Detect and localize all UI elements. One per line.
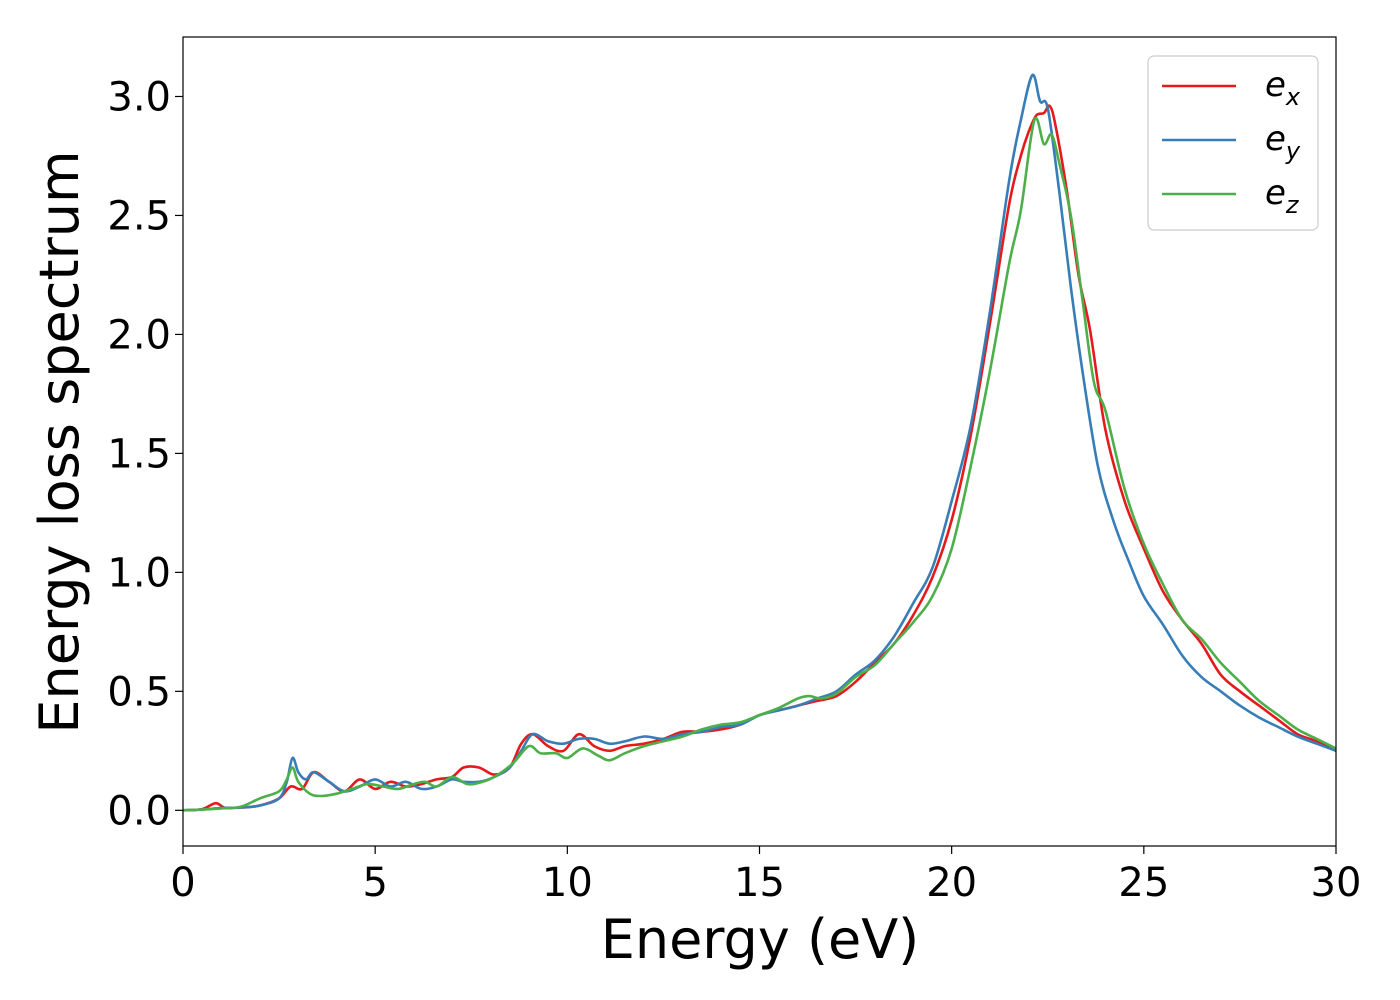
x-tick-label: 30 [1311,860,1362,906]
x-axis-ticks: 0 5 10 15 20 25 30 [170,846,1361,906]
legend-label-base: e [1265,65,1286,105]
x-axis-title: Energy (eV) [601,908,920,971]
x-tick-label: 15 [734,860,785,906]
legend-label-z: ez [1265,173,1300,219]
x-tick-label: 5 [362,860,387,906]
y-tick-label: 0.5 [107,669,171,715]
y-tick-label: 3.0 [107,74,171,120]
legend-label-subscript: x [1285,83,1301,111]
legend-label-base: e [1265,119,1286,159]
y-axis-ticks: 0.0 0.5 1.0 1.5 2.0 2.5 3.0 [107,74,183,834]
y-tick-label: 1.0 [107,550,171,596]
series-line-z [182,116,1337,812]
legend-label-subscript: y [1285,137,1301,165]
y-axis-title: Energy loss spectrum [28,150,91,733]
x-tick-label: 25 [1118,860,1169,906]
x-tick-label: 0 [170,860,195,906]
series-layer [182,73,1337,812]
y-tick-label: 0.0 [107,788,171,834]
legend-label-y: ey [1265,119,1301,165]
y-tick-label: 1.5 [107,431,171,477]
legend-label-x: ex [1265,65,1301,111]
x-tick-label: 10 [542,860,593,906]
y-tick-label: 2.5 [107,193,171,239]
legend-box [1147,55,1319,231]
legend-label-base: e [1265,173,1286,213]
legend-label-subscript: z [1285,191,1300,219]
y-tick-label: 2.0 [107,312,171,358]
x-tick-label: 20 [926,860,977,906]
